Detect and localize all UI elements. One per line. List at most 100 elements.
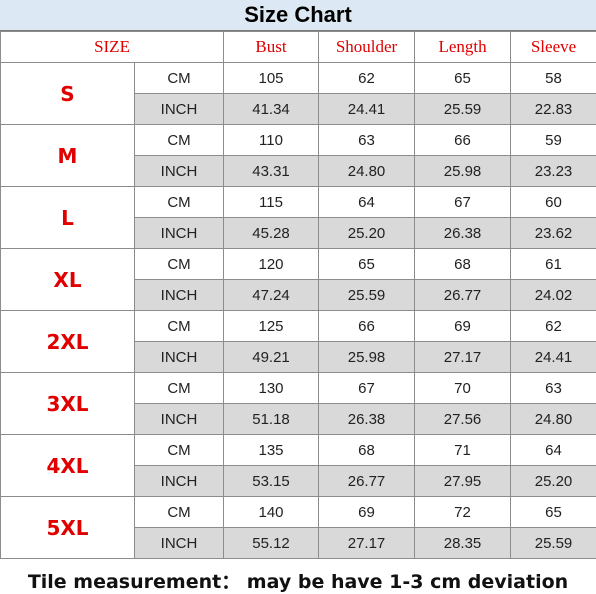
sleeve-cell: 24.41: [510, 341, 596, 373]
length-cell: 70: [414, 372, 512, 404]
table-row: INCH 51.18 26.38 27.56 24.80: [1, 403, 596, 435]
table-row: INCH 41.34 24.41 25.59 22.83: [1, 93, 596, 125]
unit-cell: INCH: [133, 93, 225, 125]
shoulder-cell: 26.38: [318, 403, 416, 435]
size-label: 3XL: [0, 372, 135, 435]
length-cell: 25.59: [414, 93, 512, 125]
shoulder-cell: 65: [318, 248, 416, 280]
table-row: 5XL CM 140 69 72 65: [0, 496, 596, 559]
sleeve-cell: 60: [510, 186, 596, 218]
size-label: 4XL: [0, 434, 135, 497]
length-cell: 28.35: [414, 527, 512, 559]
unit-cell: INCH: [133, 217, 225, 249]
size-label: L: [0, 186, 135, 249]
unit-cell: INCH: [133, 403, 225, 435]
bust-cell: 140: [223, 496, 320, 528]
header-length: Length: [414, 31, 512, 63]
bust-cell: 135: [223, 434, 320, 466]
header-bust: Bust: [223, 31, 320, 63]
shoulder-cell: 66: [318, 310, 416, 342]
sleeve-cell: 24.02: [510, 279, 596, 311]
size-table: SIZE Bust Shoulder Length Sleeve S CM 105 6…: [0, 31, 596, 559]
shoulder-cell: 27.17: [318, 527, 416, 559]
size-label: XL: [0, 248, 135, 311]
unit-cell: INCH: [133, 279, 225, 311]
length-cell: 72: [414, 496, 512, 528]
shoulder-cell: 68: [318, 434, 416, 466]
header-sleeve: Sleeve: [510, 31, 596, 63]
bust-cell: 43.31: [223, 155, 320, 187]
shoulder-cell: 64: [318, 186, 416, 218]
length-cell: 66: [414, 124, 512, 156]
unit-cell: CM: [133, 248, 225, 280]
length-cell: 69: [414, 310, 512, 342]
unit-cell: CM: [133, 124, 225, 156]
unit-cell: CM: [133, 62, 225, 94]
size-label: S: [0, 62, 135, 125]
sleeve-cell: 23.23: [510, 155, 596, 187]
bust-cell: 130: [223, 372, 320, 404]
bust-cell: 125: [223, 310, 320, 342]
header-shoulder: Shoulder: [318, 31, 416, 63]
unit-cell: CM: [133, 186, 225, 218]
bust-cell: 120: [223, 248, 320, 280]
bust-cell: 41.34: [223, 93, 320, 125]
sleeve-cell: 62: [510, 310, 596, 342]
length-cell: 26.77: [414, 279, 512, 311]
shoulder-cell: 24.80: [318, 155, 416, 187]
sleeve-cell: 61: [510, 248, 596, 280]
table-row: 3XL CM 130 67 70 63: [0, 372, 596, 435]
header-row: SIZE Bust Shoulder Length Sleeve: [0, 31, 596, 63]
shoulder-cell: 62: [318, 62, 416, 94]
shoulder-cell: 69: [318, 496, 416, 528]
unit-cell: CM: [133, 496, 225, 528]
length-cell: 27.56: [414, 403, 512, 435]
sleeve-cell: 58: [510, 62, 596, 94]
shoulder-cell: 63: [318, 124, 416, 156]
shoulder-cell: 26.77: [318, 465, 416, 497]
unit-cell: INCH: [133, 465, 225, 497]
bust-cell: 115: [223, 186, 320, 218]
unit-cell: CM: [133, 310, 225, 342]
unit-cell: INCH: [133, 155, 225, 187]
shoulder-cell: 25.98: [318, 341, 416, 373]
size-table-body: S CM 105 62 65 58 INCH 41.34 24.41 25.59 22.83 M CM 1…: [0, 62, 596, 559]
table-row: INCH 45.28 25.20 26.38 23.62: [1, 217, 596, 249]
shoulder-cell: 25.59: [318, 279, 416, 311]
length-cell: 68: [414, 248, 512, 280]
unit-cell: INCH: [133, 341, 225, 373]
sleeve-cell: 25.20: [510, 465, 596, 497]
bust-cell: 55.12: [223, 527, 320, 559]
sleeve-cell: 25.59: [510, 527, 596, 559]
table-row: INCH 55.12 27.17 28.35 25.59: [1, 527, 596, 559]
length-cell: 65: [414, 62, 512, 94]
size-label: 5XL: [0, 496, 135, 559]
footer-note: Tile measurement： may be have 1-3 cm dev…: [27, 570, 569, 593]
size-label: M: [0, 124, 135, 187]
table-row: M CM 110 63 66 59: [0, 124, 596, 187]
table-row: INCH 49.21 25.98 27.17 24.41: [1, 341, 596, 373]
length-cell: 25.98: [414, 155, 512, 187]
sleeve-cell: 22.83: [510, 93, 596, 125]
table-row: INCH 53.15 26.77 27.95 25.20: [1, 465, 596, 497]
sleeve-cell: 65: [510, 496, 596, 528]
sleeve-cell: 63: [510, 372, 596, 404]
bust-cell: 110: [223, 124, 320, 156]
table-row: 4XL CM 135 68 71 64: [0, 434, 596, 497]
unit-cell: INCH: [133, 527, 225, 559]
bust-cell: 51.18: [223, 403, 320, 435]
bust-cell: 49.21: [223, 341, 320, 373]
length-cell: 26.38: [414, 217, 512, 249]
table-row: 2XL CM 125 66 69 62: [0, 310, 596, 373]
length-cell: 27.95: [414, 465, 512, 497]
table-row: S CM 105 62 65 58: [0, 62, 596, 125]
length-cell: 67: [414, 186, 512, 218]
shoulder-cell: 25.20: [318, 217, 416, 249]
header-size: SIZE: [0, 31, 225, 63]
chart-title: Size Chart: [0, 0, 596, 31]
bust-cell: 53.15: [223, 465, 320, 497]
bust-cell: 47.24: [223, 279, 320, 311]
table-row: INCH 43.31 24.80 25.98 23.23: [1, 155, 596, 187]
sleeve-cell: 23.62: [510, 217, 596, 249]
